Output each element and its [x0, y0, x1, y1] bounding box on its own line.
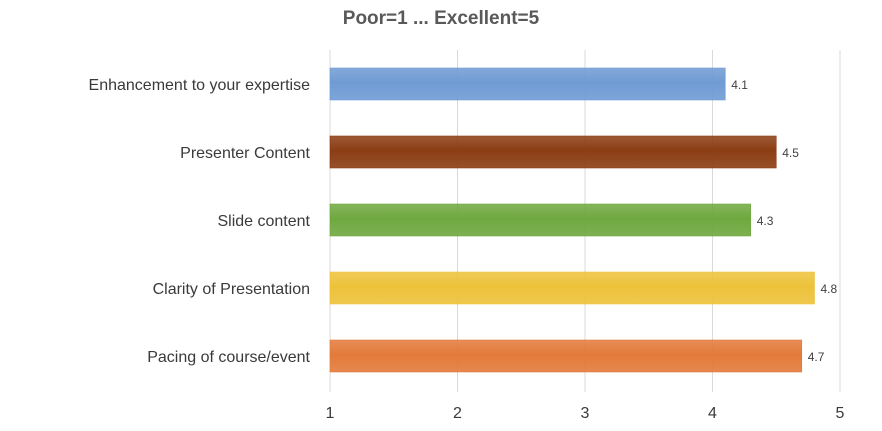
bar-4 [329, 271, 815, 305]
data-label-2: 4.5 [782, 146, 799, 160]
bar-1 [329, 67, 726, 101]
data-label-1: 4.1 [731, 78, 748, 92]
bar-3 [329, 203, 752, 237]
data-label-4: 4.8 [821, 282, 838, 296]
bar-5 [329, 339, 803, 373]
x-tick-label-5: 5 [836, 405, 845, 422]
x-tick-label-3: 3 [581, 405, 590, 422]
category-label-3: Slide content [217, 213, 310, 230]
x-tick-label-1: 1 [326, 405, 335, 422]
chart-title: Poor=1 ... Excellent=5 [342, 8, 540, 29]
bar-2 [329, 135, 777, 169]
x-tick-label-2: 2 [453, 405, 462, 422]
category-label-1: Enhancement to your expertise [89, 77, 311, 94]
data-label-3: 4.3 [757, 214, 774, 228]
category-label-2: Presenter Content [180, 145, 310, 162]
x-tick-label-4: 4 [708, 405, 717, 422]
category-label-4: Clarity of Presentation [153, 281, 310, 298]
category-label-5: Pacing of course/event [147, 349, 310, 366]
data-label-5: 4.7 [808, 350, 825, 364]
